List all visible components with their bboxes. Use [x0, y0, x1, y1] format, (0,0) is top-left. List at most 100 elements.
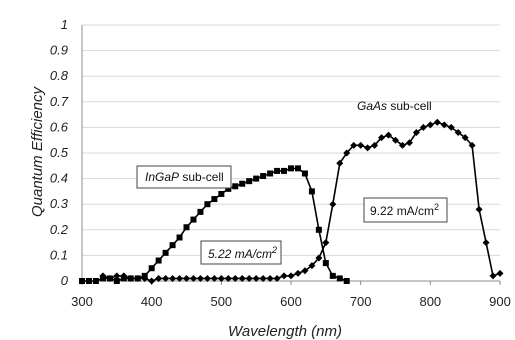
gaas-data-point	[99, 272, 107, 280]
gaas-data-point	[475, 205, 483, 213]
gaas-data-point	[398, 141, 406, 149]
y-tick-label: 0.4	[50, 171, 68, 186]
ingap-label-name: InGaP	[145, 170, 179, 184]
gaas-data-point	[405, 139, 413, 147]
x-tick-label: 400	[141, 294, 163, 309]
x-tick-label: 800	[419, 294, 441, 309]
y-tick-label: 0.6	[50, 119, 69, 134]
ingap-data-point	[197, 208, 204, 215]
ingap-current-value: 5.22 mA/cm	[208, 247, 272, 261]
ingap-data-point	[225, 185, 232, 192]
gaas-data-point	[120, 272, 128, 280]
y-tick-label: 0.2	[50, 222, 69, 237]
gaas-data-point	[252, 274, 260, 282]
gaas-data-point	[371, 141, 379, 149]
ingap-label-suffix: sub-cell	[179, 170, 224, 184]
gaas-data-point	[489, 272, 497, 280]
y-tick-label: 0.7	[50, 94, 69, 109]
ingap-data-point	[92, 278, 99, 284]
ingap-data-point	[267, 170, 274, 177]
gaas-data-point	[196, 274, 204, 282]
ingap-data-point	[176, 234, 183, 241]
gaas-data-point	[238, 274, 246, 282]
gaas-data-point	[426, 121, 434, 129]
x-tick-label: 500	[210, 294, 232, 309]
gaas-data-point	[419, 123, 427, 131]
gaas-data-point	[447, 123, 455, 131]
ingap-data-point	[239, 180, 246, 187]
y-tick-label: 0.1	[50, 247, 68, 262]
gaas-data-point	[301, 267, 309, 275]
gaas-data-point	[169, 274, 177, 282]
gaas-data-point	[392, 136, 399, 144]
gaas-data-point	[155, 274, 163, 282]
gaas-data-point	[350, 141, 358, 149]
ingap-data-point	[113, 278, 120, 284]
gaas-data-point	[280, 272, 288, 280]
gaas-data-point	[287, 272, 295, 280]
gaas-data-point	[217, 274, 225, 282]
gaas-data-point	[461, 134, 469, 142]
ingap-data-point	[281, 167, 288, 174]
ingap-data-point	[288, 165, 294, 172]
x-tick-label: 300	[71, 294, 93, 309]
gaas-data-point	[468, 141, 476, 149]
ingap-data-point	[274, 167, 281, 174]
gaas-data-point	[162, 274, 170, 282]
gaas-data-point	[433, 118, 441, 126]
ingap-current-text: 5.22 mA/cm2	[208, 245, 277, 261]
ingap-current-box	[200, 240, 282, 265]
gaas-current-text: 9.22 mA/cm2	[370, 202, 439, 218]
y-axis-title: Quantum Efficiency	[29, 85, 46, 217]
gaas-data-point	[224, 274, 232, 282]
ingap-data-point	[232, 183, 239, 190]
y-tick-label: 0.9	[50, 43, 68, 58]
gaas-current-value: 9.22 mA/cm	[370, 204, 434, 218]
x-axis-title: Wavelength (nm)	[228, 323, 342, 340]
y-tick-label: 1	[61, 17, 68, 32]
ingap-data-point	[308, 188, 315, 195]
gaas-label-name: GaAs	[357, 99, 387, 113]
ingap-data-point	[336, 275, 343, 282]
gaas-data-point	[203, 274, 211, 282]
ingap-data-point	[260, 173, 267, 180]
ingap-data-point	[183, 224, 190, 231]
axis-layer	[81, 25, 501, 285]
gaas-data-point	[210, 274, 218, 282]
ingap-current-exp: 2	[271, 245, 277, 255]
gaas-data-point	[385, 131, 393, 139]
ingap-data-point	[79, 278, 85, 284]
y-tick-label: 0.8	[50, 68, 69, 83]
ingap-data-point	[315, 226, 322, 233]
ingap-label: InGaP sub-cell	[136, 165, 232, 189]
gaas-data-point	[259, 274, 267, 282]
gaas-current-exp: 2	[434, 202, 439, 212]
gaas-current-box	[363, 197, 448, 223]
gaas-data-point	[378, 134, 386, 142]
gaas-data-point	[273, 274, 281, 282]
ingap-data-point	[246, 178, 253, 185]
y-tick-label: 0.5	[50, 145, 69, 160]
ingap-data-point	[162, 249, 169, 256]
gaas-data-point	[440, 121, 448, 129]
gaas-data-point	[294, 269, 302, 277]
gaas-data-point	[322, 239, 330, 247]
gaas-data-point	[134, 274, 142, 282]
ingap-current-label: 5.22 mA/cm2	[200, 240, 282, 265]
gaas-data-point	[176, 274, 184, 282]
gaas-data-point	[329, 200, 337, 208]
ingap-data-point	[211, 196, 218, 203]
gaas-label-suffix: sub-cell	[387, 99, 432, 113]
ingap-data-point	[85, 278, 92, 284]
gaas-data-point	[189, 274, 197, 282]
y-tick-label: 0.3	[50, 196, 69, 211]
gaas-data-point	[183, 274, 190, 282]
gaas-data-point	[496, 269, 504, 277]
gaas-current-label: 9.22 mA/cm2	[363, 197, 448, 223]
gaas-data-point	[315, 254, 323, 262]
gaas-data-point	[364, 144, 372, 152]
x-tick-label: 600	[280, 294, 302, 309]
gaas-data-point	[141, 274, 149, 282]
